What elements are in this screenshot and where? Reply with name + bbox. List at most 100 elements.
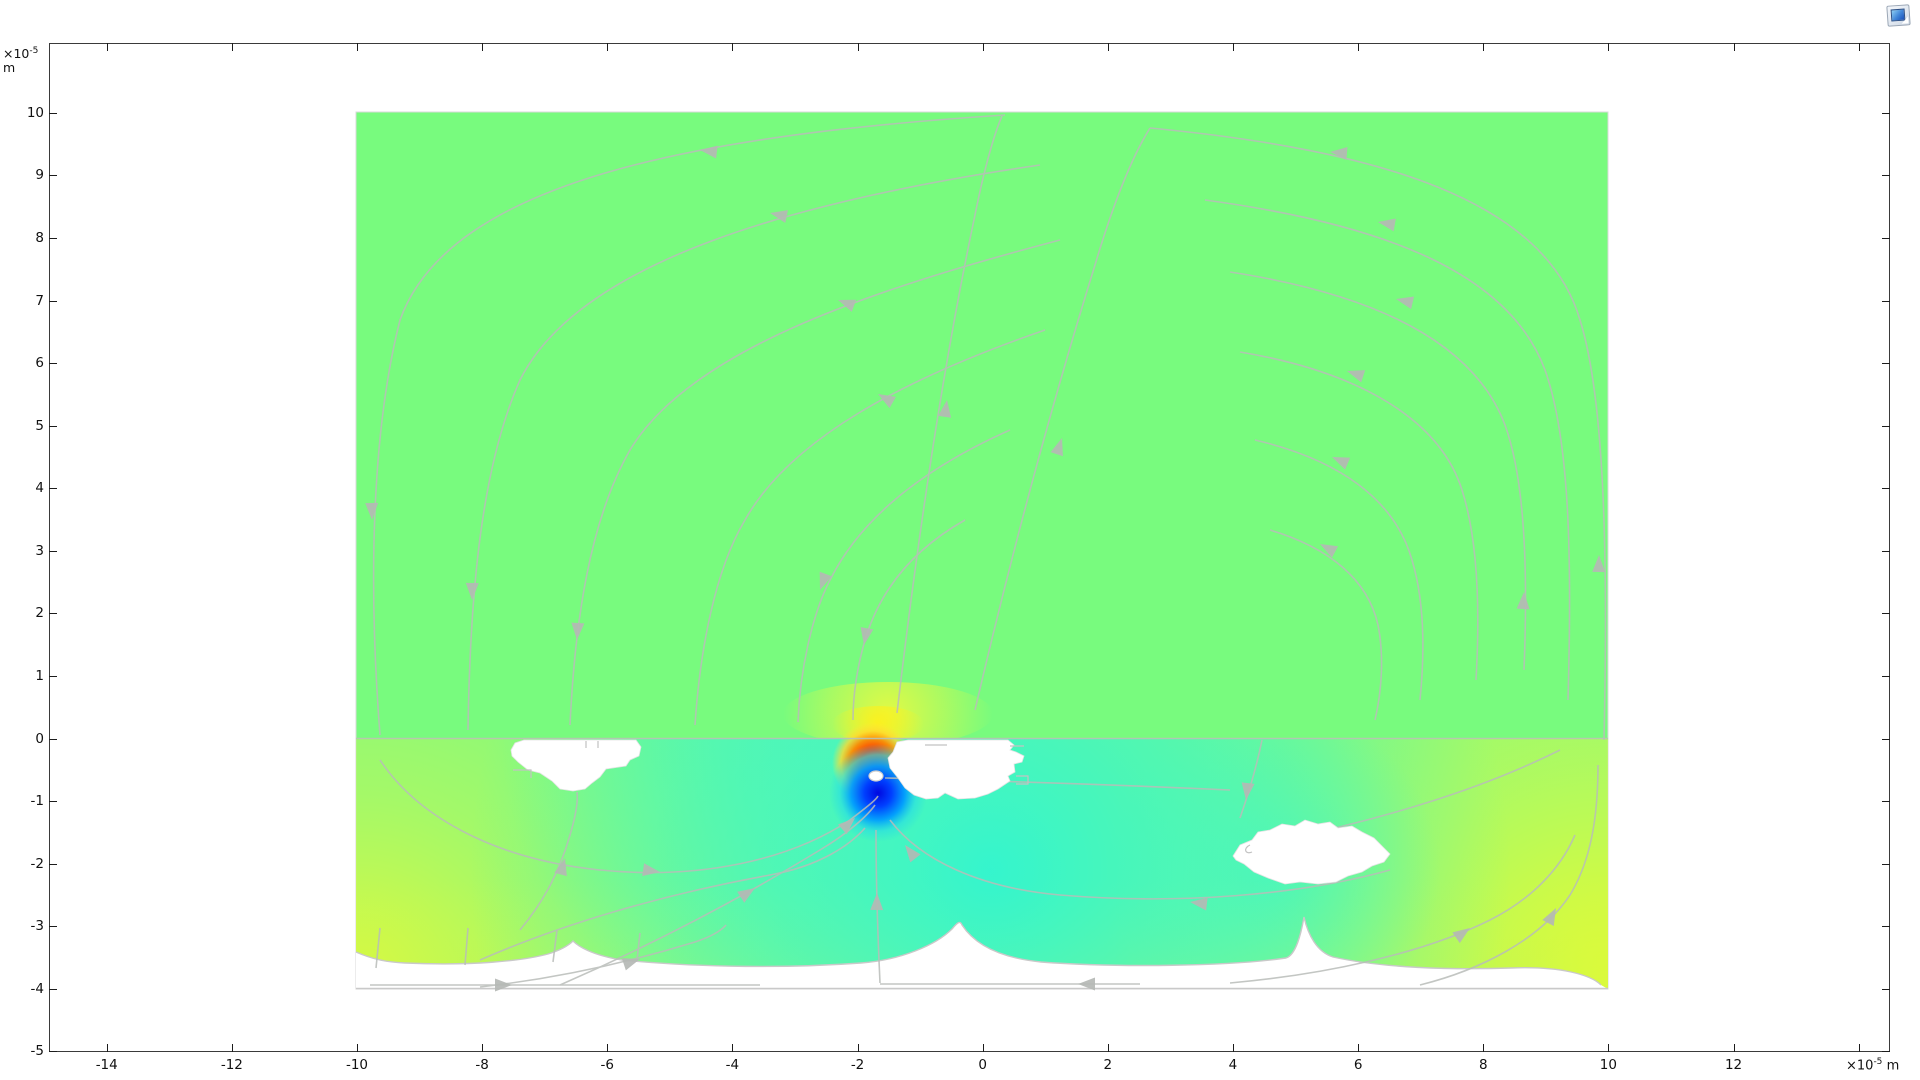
x-tick-label: -12 xyxy=(220,1057,243,1073)
x-tick-label: 8 xyxy=(1478,1057,1488,1073)
x-tick-mark-top xyxy=(1858,43,1860,51)
plot-frame xyxy=(49,43,1890,1052)
y-tick-mark xyxy=(49,1051,57,1053)
y-tick-mark xyxy=(49,112,57,114)
streamline-arrowheads xyxy=(365,145,1606,992)
x-tick-label: -4 xyxy=(725,1057,740,1073)
x-tick-mark xyxy=(1858,1044,1860,1052)
y-tick-label: 9 xyxy=(35,167,44,184)
y-tick-mark-right xyxy=(1882,801,1890,803)
x-tick-mark xyxy=(231,1044,233,1052)
x-tick-mark xyxy=(357,1044,358,1052)
y-tick-mark-right xyxy=(1882,300,1890,302)
x-tick-mark-top xyxy=(1483,43,1485,51)
x-tick-mark xyxy=(1358,1044,1360,1052)
x-tick-mark xyxy=(1608,1044,1610,1052)
x-tick-mark-top xyxy=(1358,43,1360,51)
y-tick-label: 3 xyxy=(35,542,44,559)
y-tick-label: 5 xyxy=(35,417,44,434)
y-tick-mark-right xyxy=(1882,613,1890,615)
x-tick-mark-top xyxy=(1733,43,1735,51)
x-tick-label: 6 xyxy=(1353,1057,1363,1073)
y-tick-label: -4 xyxy=(30,980,44,997)
y-tick-mark-right xyxy=(1882,112,1890,114)
x-tick-label: -8 xyxy=(475,1057,489,1073)
y-tick-label: 2 xyxy=(35,605,44,622)
y-tick-mark xyxy=(49,363,57,365)
y-tick-mark xyxy=(49,863,57,865)
y-tick-mark xyxy=(49,613,57,615)
y-tick-mark xyxy=(49,488,57,490)
y-tick-label: 0 xyxy=(35,730,44,747)
y-axis-unit-label: ×10-5 m xyxy=(3,46,39,76)
y-tick-label: 10 xyxy=(26,104,44,121)
x-tick-label: 0 xyxy=(978,1057,987,1073)
y-tick-label: 1 xyxy=(35,667,44,684)
x-tick-mark-top xyxy=(231,43,233,51)
x-tick-mark xyxy=(1733,1044,1735,1052)
y-tick-mark-right xyxy=(1882,175,1890,177)
y-tick-mark-right xyxy=(1882,1051,1890,1053)
y-tick-mark-right xyxy=(1882,550,1890,552)
x-tick-mark-top xyxy=(357,43,358,51)
y-tick-mark-right xyxy=(1882,926,1890,928)
y-tick-mark-right xyxy=(1882,988,1890,990)
y-tick-mark xyxy=(49,300,57,302)
y-tick-mark xyxy=(49,425,57,427)
y-tick-mark-right xyxy=(1882,237,1890,239)
outline-remnants xyxy=(513,741,1253,854)
void-regions xyxy=(510,739,1391,885)
x-tick-mark xyxy=(607,1044,609,1052)
plot-thumbnail-icon-corner xyxy=(1901,16,1909,24)
x-tick-label: -14 xyxy=(95,1057,118,1073)
y-tick-mark-right xyxy=(1882,488,1890,490)
y-tick-mark xyxy=(49,237,57,239)
x-tick-label: 2 xyxy=(1103,1057,1113,1073)
y-tick-mark-right xyxy=(1882,863,1890,865)
y-tick-mark xyxy=(49,801,57,803)
x-tick-mark-top xyxy=(982,43,984,51)
x-tick-label: -2 xyxy=(850,1057,865,1073)
right-void xyxy=(1232,819,1391,885)
x-axis-unit-label: ×10-5 m xyxy=(1846,1057,1900,1074)
y-tick-mark xyxy=(49,175,57,177)
y-tick-label: 7 xyxy=(35,292,44,309)
x-tick-mark xyxy=(1232,1044,1234,1052)
y-tick-mark-right xyxy=(1882,425,1890,427)
y-tick-label: -2 xyxy=(30,855,44,872)
plot-thumbnail-icon[interactable] xyxy=(1886,4,1911,27)
y-tick-mark-right xyxy=(1882,363,1890,365)
y-tick-label: 4 xyxy=(35,480,44,497)
x-tick-mark-top xyxy=(1608,43,1610,51)
y-tick-label: 6 xyxy=(35,355,44,372)
x-tick-mark-top xyxy=(482,43,484,51)
x-tick-mark xyxy=(106,1044,108,1052)
x-tick-mark xyxy=(482,1044,484,1052)
x-tick-mark xyxy=(732,1044,734,1052)
y-tick-label: -1 xyxy=(30,793,44,810)
x-tick-mark-top xyxy=(732,43,734,51)
x-tick-label: 12 xyxy=(1724,1057,1743,1073)
x-tick-mark-top xyxy=(1107,43,1109,51)
y-tick-label: 8 xyxy=(35,229,44,246)
x-tick-label: 10 xyxy=(1599,1057,1617,1073)
x-tick-mark-top xyxy=(106,43,108,51)
x-tick-mark xyxy=(1107,1044,1109,1052)
y-tick-label: -5 xyxy=(30,1043,44,1060)
y-tick-mark xyxy=(49,675,57,677)
x-tick-mark xyxy=(982,1044,984,1052)
y-tick-mark xyxy=(49,738,57,740)
y-tick-mark-right xyxy=(1882,738,1890,740)
y-tick-mark xyxy=(49,988,57,990)
x-tick-mark-top xyxy=(1232,43,1234,51)
y-tick-mark xyxy=(49,926,57,928)
x-tick-mark-top xyxy=(857,43,859,51)
x-tick-mark xyxy=(1483,1044,1485,1052)
x-tick-label: 4 xyxy=(1228,1057,1238,1073)
x-tick-mark-top xyxy=(607,43,609,51)
x-tick-mark xyxy=(857,1044,859,1052)
x-tick-label: -6 xyxy=(600,1057,614,1073)
y-tick-mark xyxy=(49,550,57,552)
